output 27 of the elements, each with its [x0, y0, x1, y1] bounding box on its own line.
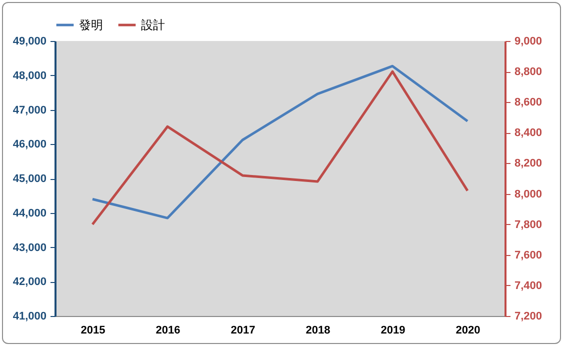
y-tick-label: 42,000 [12, 276, 46, 288]
y-tick-label: 45,000 [12, 173, 46, 185]
y2-tick-label: 8,600 [514, 96, 542, 109]
y2-tick-label: 7,800 [514, 218, 542, 231]
y2-tick-label: 7,400 [514, 280, 542, 292]
x-tick-label: 2015 [80, 324, 106, 336]
y-tick-label: 46,000 [12, 138, 46, 151]
y2-tick-label: 8,800 [514, 66, 542, 78]
y2-tick-label: 7,200 [514, 310, 542, 322]
x-tick-label: 2018 [306, 324, 330, 336]
y-tick-label: 48,000 [12, 70, 46, 82]
x-tick-label: 2020 [456, 324, 480, 336]
y2-tick-label: 9,000 [514, 36, 542, 48]
y-tick-label: 49,000 [12, 36, 46, 48]
y2-tick-label: 8,200 [514, 158, 542, 170]
x-tick-label: 2019 [380, 324, 406, 336]
y-tick-label: 41,000 [12, 310, 46, 322]
y-tick-label: 43,000 [12, 242, 46, 254]
y2-tick-label: 8,400 [514, 127, 542, 140]
y-tick-label: 44,000 [12, 207, 46, 220]
legend-label: 設計 [141, 18, 165, 32]
y-tick-label: 47,000 [12, 104, 46, 116]
legend-label: 發明 [79, 18, 103, 32]
x-tick-label: 2016 [156, 324, 180, 336]
y2-tick-label: 8,000 [514, 188, 542, 200]
y2-tick-label: 7,600 [514, 249, 542, 262]
x-tick-label: 2017 [230, 324, 256, 336]
